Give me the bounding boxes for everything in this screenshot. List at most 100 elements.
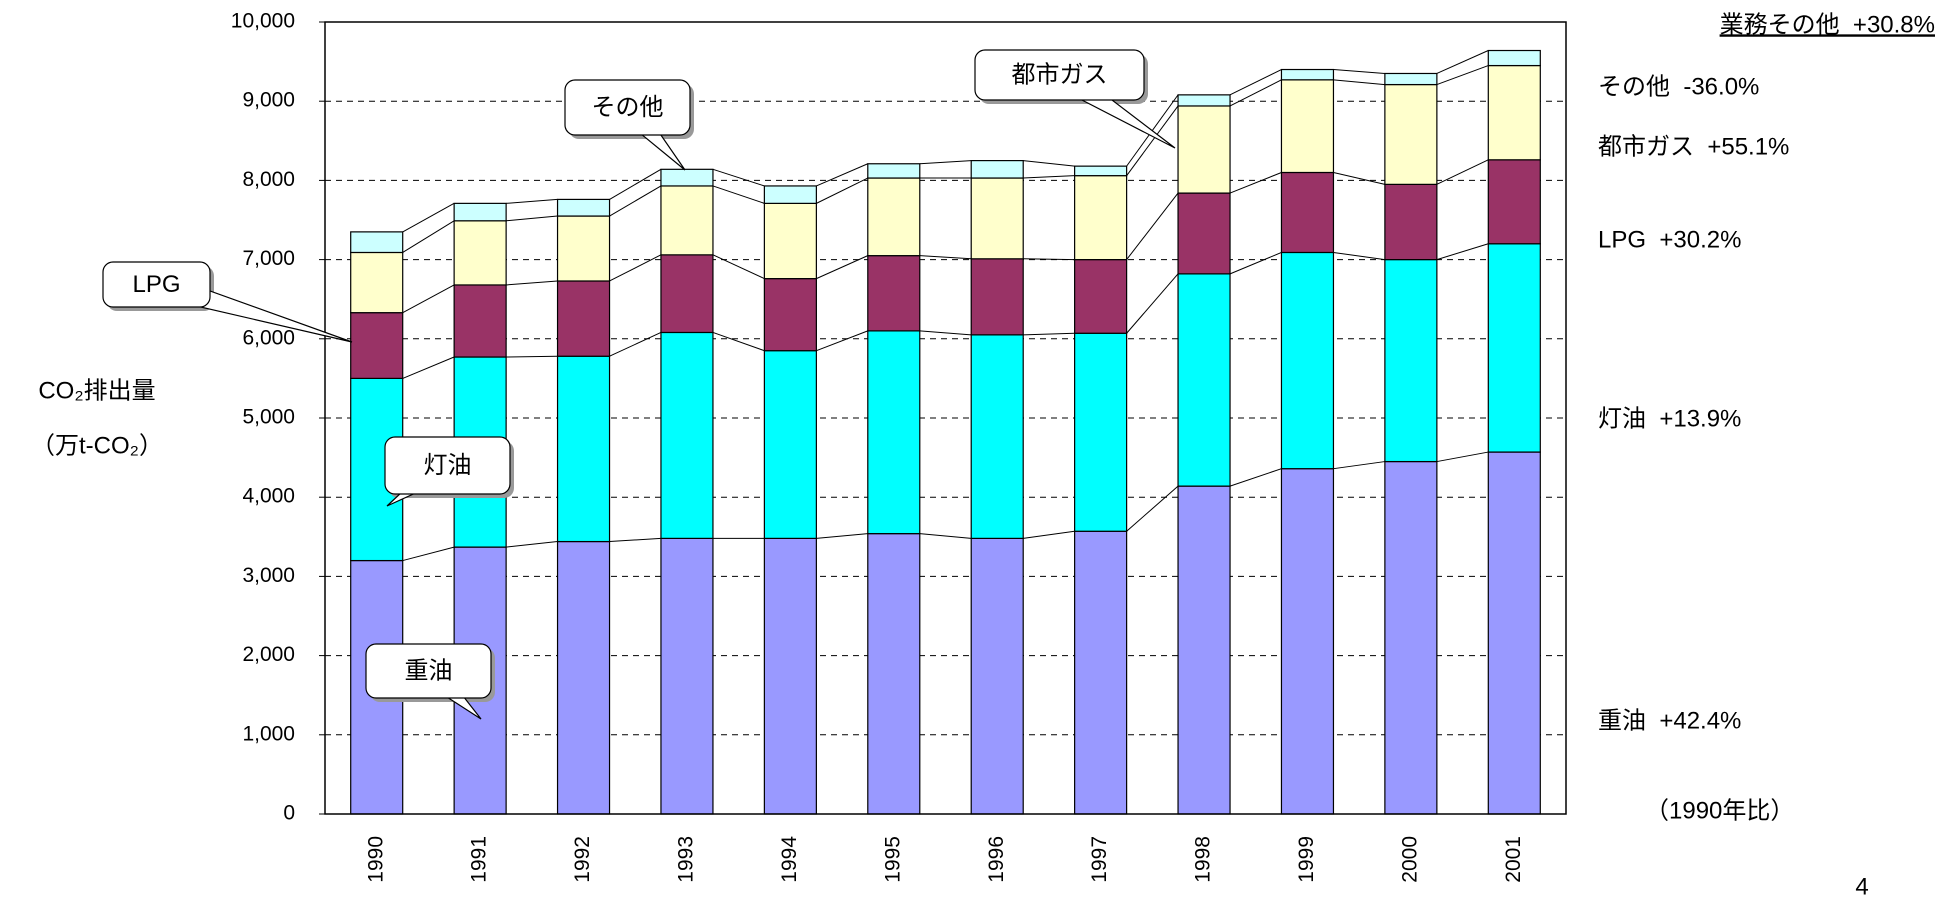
x-tick-label: 1990 <box>364 836 387 883</box>
bar-segment <box>1074 175 1128 261</box>
y-tick-label: 2,000 <box>242 643 295 666</box>
bar-segment <box>660 168 714 187</box>
connector-line <box>1436 243 1489 261</box>
plot-frame <box>324 21 1567 815</box>
callout: 重油 <box>365 643 495 720</box>
x-tick-label: 2000 <box>1398 836 1421 883</box>
annotation: 業務その他 +30.8% <box>1720 11 1935 38</box>
y-tick-label: 10,000 <box>231 10 295 33</box>
annotation: 灯油 +13.9% <box>1598 405 1741 432</box>
x-tick-label: 1993 <box>675 836 698 883</box>
bar-segment <box>1280 468 1335 815</box>
connector-line <box>1229 79 1282 107</box>
y-tick-label: 4,000 <box>242 485 295 508</box>
callout: 都市ガス <box>974 49 1176 149</box>
callout: LPG <box>102 261 353 343</box>
callout-label: 灯油 <box>424 452 472 479</box>
bar-segment <box>867 177 921 257</box>
connector-line <box>402 356 455 379</box>
callout-label: LPG <box>132 271 180 298</box>
connector-line <box>1229 252 1282 275</box>
bar-segment <box>1487 243 1541 453</box>
y-tick-label: 9,000 <box>242 89 295 112</box>
connector-line <box>402 202 455 233</box>
bar-segment <box>970 177 1024 260</box>
connector-line <box>1333 251 1385 261</box>
annotation: LPG +30.2% <box>1598 226 1741 253</box>
bar-segment <box>763 278 817 352</box>
connector-line <box>712 168 765 187</box>
connector-line <box>919 255 972 260</box>
connector-line <box>609 537 661 543</box>
connector-line <box>1023 530 1075 539</box>
bar-segment <box>1384 259 1438 463</box>
connector-line <box>609 168 662 200</box>
bar-segment <box>1384 460 1438 815</box>
connector-line <box>1126 485 1179 532</box>
bar-segment <box>1280 251 1335 470</box>
bar-segment <box>970 160 1024 179</box>
y-tick-label: 3,000 <box>242 564 295 587</box>
bar-segment <box>453 284 507 358</box>
annotation: 都市ガス +55.1% <box>1598 133 1789 160</box>
bar-segment <box>1177 94 1231 107</box>
bar-segment <box>1487 451 1541 815</box>
x-tick-label: 1996 <box>985 836 1008 883</box>
connector-line <box>1126 192 1179 260</box>
y-tick-label: 1,000 <box>242 722 295 745</box>
callout-pointer-fill <box>435 456 454 475</box>
bar-segment <box>763 185 817 204</box>
connector-line <box>1023 160 1075 167</box>
connector-line <box>816 163 868 187</box>
connector-line <box>506 355 558 358</box>
connector-line <box>506 198 558 204</box>
annotation: その他 -36.0% <box>1598 73 1759 100</box>
bar-segment <box>763 350 817 539</box>
connector-line <box>1436 451 1489 463</box>
bar-segment <box>970 537 1024 815</box>
connector-line <box>919 160 972 165</box>
y-tick-label: 5,000 <box>242 406 295 429</box>
x-tick-label: 1997 <box>1088 836 1111 883</box>
connector-line <box>1333 69 1385 74</box>
callout-pointer-fill <box>619 100 639 120</box>
bar-segment <box>350 251 404 314</box>
connector-line <box>1333 171 1385 185</box>
connector-line <box>919 330 972 336</box>
x-tick-label: 1994 <box>778 836 801 883</box>
x-tick-label: 1998 <box>1192 836 1215 883</box>
callout-pointer-fill <box>421 663 439 681</box>
bar-segment <box>1384 183 1438 261</box>
bar-segment <box>556 540 611 815</box>
y-tick-label: 8,000 <box>242 168 295 191</box>
x-tick-label: 1991 <box>468 836 491 883</box>
bar-segment <box>970 334 1024 539</box>
callout: その他 <box>564 79 694 171</box>
connector-line <box>1023 175 1075 179</box>
bar-segment <box>763 202 817 280</box>
bar-segment <box>1487 64 1541 161</box>
bar-segment <box>350 231 404 254</box>
bar-segment <box>1487 159 1541 245</box>
callout-label: その他 <box>592 94 664 121</box>
bar-segment <box>1074 165 1128 177</box>
bar-segment <box>1177 105 1231 194</box>
connector-line <box>1229 69 1282 96</box>
connector-line <box>506 280 558 286</box>
connector-line <box>1436 159 1489 185</box>
bar-segment <box>867 330 921 535</box>
connector-line <box>1436 50 1489 74</box>
x-tick-label: 2001 <box>1502 836 1525 883</box>
connector-line <box>1126 105 1179 176</box>
connector-line <box>506 215 558 222</box>
connector-line <box>402 220 455 253</box>
bar-segment <box>453 220 507 286</box>
connector-line <box>816 255 868 280</box>
bar-segment <box>1074 332 1128 532</box>
bar-segment <box>1280 171 1335 254</box>
connector-line <box>1333 461 1385 470</box>
bar-segment <box>1487 49 1541 67</box>
bar-segment <box>556 280 611 357</box>
bar-segment <box>1280 68 1335 81</box>
connector-line <box>816 533 868 539</box>
